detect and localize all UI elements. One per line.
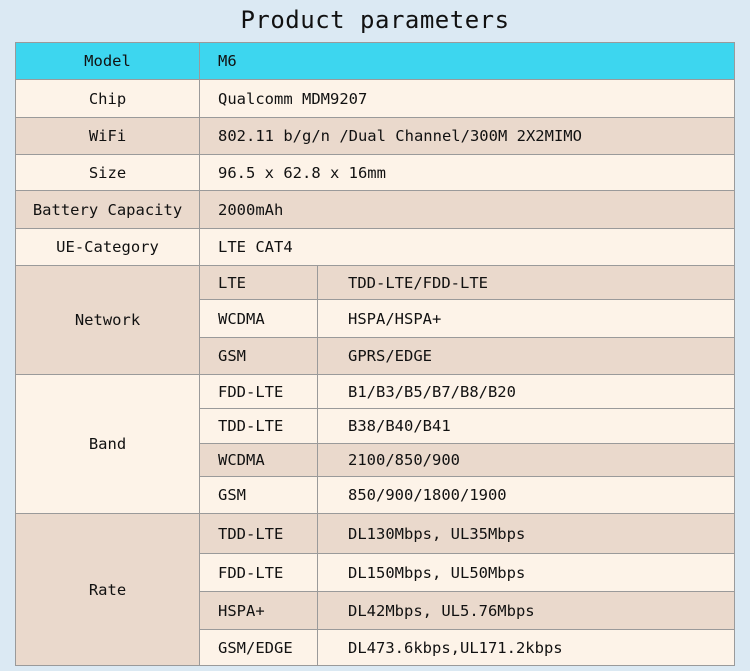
sub-type: TDD-LTE: [199, 513, 318, 554]
table-row-wifi: WiFi 802.11 b/g/n /Dual Channel/300M 2X2…: [15, 117, 735, 155]
row-label: Battery Capacity: [15, 190, 200, 229]
row-label: UE-Category: [15, 228, 200, 266]
sub-value: B38/B40/B41: [317, 408, 735, 444]
row-label: Model: [15, 42, 200, 80]
sub-value: B1/B3/B5/B7/B8/B20: [317, 374, 735, 409]
table-row-chip: Chip Qualcomm MDM9207: [15, 79, 735, 118]
sub-type: FDD-LTE: [199, 374, 318, 409]
table-row-network-1: Network LTE TDD-LTE/FDD-LTE: [15, 265, 735, 375]
table-row-band-1: Band FDD-LTE B1/B3/B5/B7/B8/B20: [15, 374, 735, 514]
sub-value: DL150Mbps, UL50Mbps: [317, 553, 735, 592]
table-row-band-3: WCDMA 2100/850/900: [16, 443, 735, 477]
page-title: Product parameters: [240, 6, 510, 34]
table-row-band-2: TDD-LTE B38/B40/B41: [16, 408, 735, 444]
sub-type: FDD-LTE: [199, 553, 318, 592]
row-label: Size: [15, 154, 200, 191]
table-row-rate-1: Rate TDD-LTE DL130Mbps, UL35Mbps: [15, 513, 735, 666]
group-label-network: Network: [15, 265, 200, 375]
sub-type: GSM/EDGE: [199, 629, 318, 666]
sub-type: WCDMA: [199, 443, 318, 477]
sub-type: GSM: [199, 337, 318, 375]
table-row-rate-2: FDD-LTE DL150Mbps, UL50Mbps: [16, 553, 735, 592]
table-row-network-3: GSM GPRS/EDGE: [16, 337, 735, 375]
sub-type: GSM: [199, 476, 318, 514]
table-row-size: Size 96.5 x 62.8 x 16mm: [15, 154, 735, 191]
row-value: M6: [199, 42, 735, 80]
table-row-battery: Battery Capacity 2000mAh: [15, 190, 735, 229]
row-value: 802.11 b/g/n /Dual Channel/300M 2X2MIMO: [199, 117, 735, 155]
table-row-network-2: WCDMA HSPA/HSPA+: [16, 299, 735, 338]
sub-value: 2100/850/900: [317, 443, 735, 477]
row-value: LTE CAT4: [199, 228, 735, 266]
sub-value: DL473.6kbps,UL171.2kbps: [317, 629, 735, 666]
sub-value: GPRS/EDGE: [317, 337, 735, 375]
group-label-rate: Rate: [15, 513, 200, 666]
row-value: 2000mAh: [199, 190, 735, 229]
table-row-model: Model M6: [15, 42, 735, 80]
row-value: 96.5 x 62.8 x 16mm: [199, 154, 735, 191]
sub-value: DL130Mbps, UL35Mbps: [317, 513, 735, 554]
product-parameters-table: Model M6 Chip Qualcomm MDM9207 WiFi 802.…: [15, 42, 735, 666]
sub-type: WCDMA: [199, 299, 318, 338]
sub-value: HSPA/HSPA+: [317, 299, 735, 338]
group-label-band: Band: [15, 374, 200, 514]
sub-type: LTE: [199, 265, 318, 300]
sub-value: 850/900/1800/1900: [317, 476, 735, 514]
row-label: WiFi: [15, 117, 200, 155]
table-row-rate-3: HSPA+ DL42Mbps, UL5.76Mbps: [16, 591, 735, 630]
table-row-rate-4: GSM/EDGE DL473.6kbps,UL171.2kbps: [16, 629, 735, 666]
table-row-band-4: GSM 850/900/1800/1900: [16, 476, 735, 514]
row-value: Qualcomm MDM9207: [199, 79, 735, 118]
sub-value: TDD-LTE/FDD-LTE: [317, 265, 735, 300]
table-row-ue-category: UE-Category LTE CAT4: [15, 228, 735, 266]
sub-type: HSPA+: [199, 591, 318, 630]
sub-value: DL42Mbps, UL5.76Mbps: [317, 591, 735, 630]
sub-type: TDD-LTE: [199, 408, 318, 444]
row-label: Chip: [15, 79, 200, 118]
